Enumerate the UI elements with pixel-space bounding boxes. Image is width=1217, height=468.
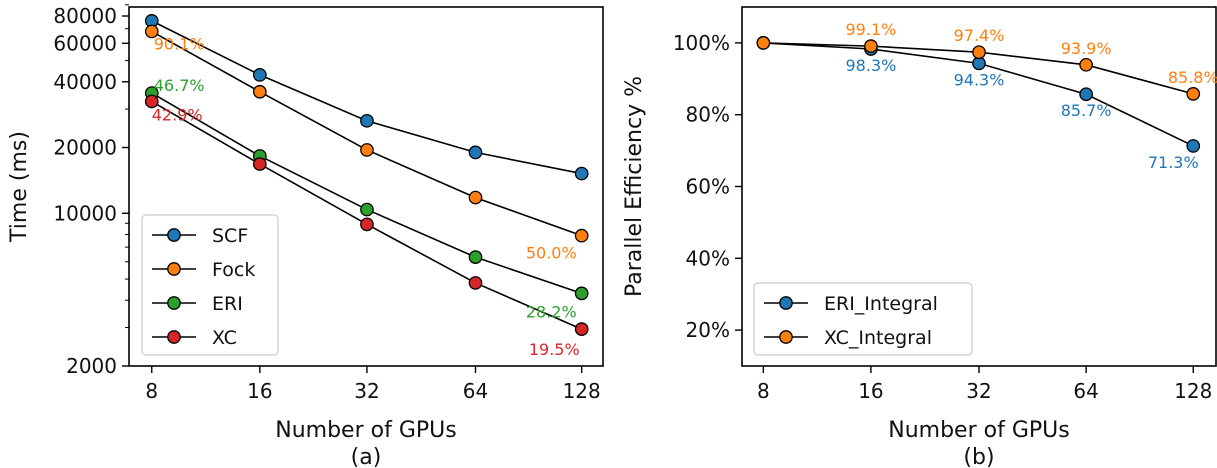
legend-a: SCF Fock ERI XC: [141, 214, 279, 356]
y-tick-label-b-80: 80%: [686, 103, 730, 127]
legend-marker-eri-integral: [779, 296, 793, 310]
x-tick-label-a-16: 16: [247, 379, 272, 403]
y-tick-label-b-100: 100%: [673, 31, 730, 55]
data-label-b-71-3: 71.3%: [1148, 153, 1199, 172]
legend-marker-xc: [167, 330, 181, 344]
legend-label-xc: XC: [212, 327, 237, 349]
y-tick-label-a-60000: 60000: [53, 31, 117, 55]
y-tick-label-b-60: 60%: [686, 175, 730, 199]
x-tick-label-b-32: 32: [966, 379, 991, 403]
panel-a-time-chart: 8 16 32 64 128 2000 10000 20000 40000 60000 80000 N…: [7, 4, 604, 468]
data-label-b-93-9: 93.9%: [1061, 39, 1112, 58]
legend-marker-scf: [167, 228, 181, 242]
data-label-a-50-0: 50.0%: [526, 244, 577, 263]
legend-marker-xc-integral: [779, 330, 793, 344]
data-point-fock-128: [574, 228, 589, 243]
data-label-b-85-8: 85.8%: [1168, 68, 1217, 87]
data-label-b-98-3: 98.3%: [846, 56, 897, 75]
data-point-fock-64: [468, 190, 483, 205]
data-point-eri-64: [468, 250, 483, 264]
data-point-fock-16: [252, 84, 267, 99]
data-point-scf-16: [252, 68, 267, 82]
y-tick-label-b-20: 20%: [686, 318, 730, 342]
x-axis-label-a: Number of GPUs: [275, 418, 456, 443]
plot-frame-a: [128, 6, 604, 367]
data-point-eri-integral-64: [1079, 87, 1093, 102]
data-label-b-97-4: 97.4%: [954, 26, 1005, 45]
data-point-xc-8: [144, 94, 159, 109]
y-tick-label-b-40: 40%: [686, 246, 730, 270]
legend-frame: [753, 282, 973, 356]
panel-caption-a: (a): [351, 445, 382, 468]
data-point-xc-integral-128: [1186, 87, 1201, 101]
data-label-a-19-5: 19.5%: [529, 340, 580, 359]
data-point-xc-integral-16: [864, 39, 878, 53]
data-label-a-90-1: 90.1%: [154, 34, 205, 53]
data-point-eri-integral-128: [1186, 139, 1201, 153]
panel-caption-b: (b): [963, 445, 994, 468]
legend-label-eri: ERI: [212, 293, 243, 315]
legend-frame: [141, 214, 279, 356]
legend-marker-fock: [167, 262, 181, 276]
data-label-b-85-7: 85.7%: [1061, 101, 1112, 120]
data-point-scf-128: [574, 166, 589, 181]
x-tick-label-a-8: 8: [145, 379, 158, 403]
x-tick-label-b-128: 128: [1174, 379, 1212, 403]
x-tick-label-b-8: 8: [757, 379, 770, 403]
series-b-xc-integral: [756, 36, 1201, 101]
legend-label-scf: SCF: [212, 225, 248, 247]
data-point-fock-8: [144, 24, 159, 39]
x-tick-label-a-128: 128: [563, 379, 601, 403]
panel-b-efficiency-chart: 8 16 32 64 128 20% 40% 60% 80% 100% Number of GPUs…: [622, 6, 1217, 468]
data-label-a-42-9: 42.9%: [152, 105, 203, 124]
data-point-scf-32: [360, 113, 374, 128]
y-axis-label-a: Time (ms): [7, 131, 32, 243]
series-a-xc: [144, 94, 589, 336]
legend-label-eri-integral: ERI_Integral: [824, 293, 938, 315]
data-point-xc-integral-8: [756, 36, 771, 50]
data-point-xc-128: [574, 322, 589, 336]
x-tick-label-a-32: 32: [354, 379, 379, 403]
x-axis-label-b: Number of GPUs: [888, 418, 1069, 443]
x-tick-label-a-64: 64: [463, 379, 488, 403]
y-tick-label-a-80000: 80000: [53, 4, 117, 28]
data-point-eri-32: [360, 202, 374, 217]
data-label-b-94-3: 94.3%: [954, 70, 1005, 89]
legend-b: ERI_Integral XC_Integral: [753, 282, 973, 356]
data-point-eri-128: [574, 286, 589, 301]
y-axis-label-b: Parallel Efficiency %: [622, 76, 647, 297]
y-tick-label-a-10000: 10000: [53, 201, 117, 225]
data-label-a-46-7: 46.7%: [154, 76, 205, 95]
data-point-xc-64: [468, 276, 483, 290]
x-tick-label-b-16: 16: [858, 379, 883, 403]
data-label-b-99-1: 99.1%: [846, 20, 897, 39]
data-point-scf-64: [468, 145, 483, 160]
data-point-xc-integral-32: [972, 45, 986, 60]
series-a-scf: [144, 14, 589, 181]
legend-label-xc-integral: XC_Integral: [824, 327, 932, 349]
legend-marker-eri: [167, 296, 181, 310]
y-tick-label-a-20000: 20000: [53, 136, 117, 160]
data-label-a-28-2: 28.2%: [526, 302, 577, 321]
legend-label-fock: Fock: [212, 259, 255, 281]
data-point-xc-integral-64: [1079, 57, 1093, 72]
y-tick-label-a-40000: 40000: [53, 70, 117, 94]
data-point-fock-32: [360, 143, 374, 157]
data-point-xc-32: [360, 217, 374, 232]
x-tick-label-b-64: 64: [1073, 379, 1098, 403]
y-tick-label-a-2000: 2000: [66, 354, 117, 378]
series-a-fock: [144, 24, 589, 243]
data-point-xc-16: [252, 157, 267, 171]
